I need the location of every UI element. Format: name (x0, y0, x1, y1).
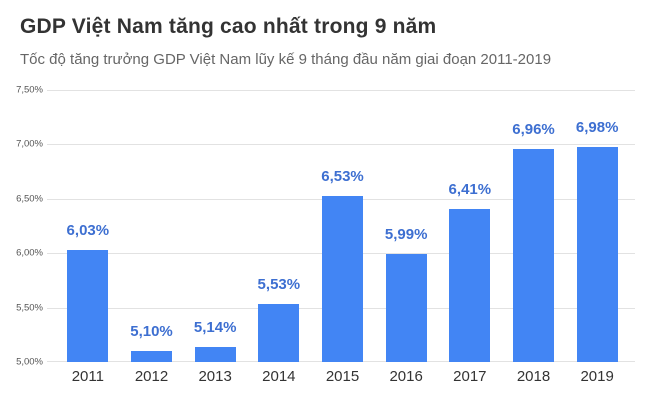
x-axis-label-2016: 2016 (389, 368, 423, 385)
bar-value-label-2016: 5,99% (384, 226, 428, 244)
x-axis-label-2011: 2011 (71, 368, 104, 385)
y-axis-tick-label: 6,50% (16, 193, 43, 205)
bar-value-label-2014: 5,53% (257, 276, 301, 294)
x-axis-label-2013: 2013 (198, 368, 232, 385)
y-axis-tick-label: 5,50% (16, 302, 43, 314)
x-axis: 2011 2012 2013 2014 2015 2016 2017 2018 2019 (56, 368, 629, 390)
bar-2013[interactable] (194, 346, 236, 362)
chart-subtitle: Tốc độ tăng trưởng GDP Việt Nam lũy kế 9… (20, 51, 552, 68)
bar-2017[interactable] (449, 208, 491, 362)
bar-value-label-2015: 6,53% (321, 167, 364, 185)
bar-2011[interactable] (67, 249, 109, 362)
bar-value-label-2019: 6,98% (575, 118, 619, 136)
y-axis-tick-label: 7,50% (16, 84, 43, 96)
bar-2018[interactable] (513, 148, 554, 362)
chart-title: GDP Việt Nam tăng cao nhất trong 9 năm (20, 15, 437, 38)
y-axis-tick-label: 7,00% (16, 138, 43, 150)
bar-value-label-2018: 6,96% (512, 120, 555, 138)
x-axis-label-2017: 2017 (453, 368, 487, 385)
plot-area: 6,03% 5,10% 5,14% 5,53% 6,53% 5,99% 6,41% 6,96%… (56, 90, 629, 362)
gridline (47, 90, 635, 91)
x-axis-label-2018: 2018 (516, 368, 551, 385)
bar-2012[interactable] (131, 351, 172, 362)
x-axis-label-2014: 2014 (262, 368, 296, 385)
bar-value-label-2013: 5,14% (193, 318, 237, 336)
bar-2014[interactable] (258, 304, 300, 362)
y-axis-tick-label: 5,00% (16, 356, 43, 368)
x-axis-label-2019: 2019 (580, 368, 614, 385)
bar-2019[interactable] (576, 146, 618, 362)
y-axis: 7,50% 7,00% 6,50% 6,00% 5,50% 5,00% (0, 85, 43, 368)
gridline (47, 144, 635, 146)
x-axis-label-2012: 2012 (134, 368, 169, 385)
bar-value-label-2017: 6,41% (448, 180, 492, 198)
y-axis-tick-label: 6,00% (16, 247, 43, 259)
bar-value-label-2012: 5,10% (130, 323, 173, 341)
bar-2016[interactable] (385, 254, 427, 362)
bar-value-label-2011: 6,03% (66, 221, 110, 239)
x-axis-label-2015: 2015 (325, 368, 360, 385)
bar-2015[interactable] (322, 195, 363, 362)
